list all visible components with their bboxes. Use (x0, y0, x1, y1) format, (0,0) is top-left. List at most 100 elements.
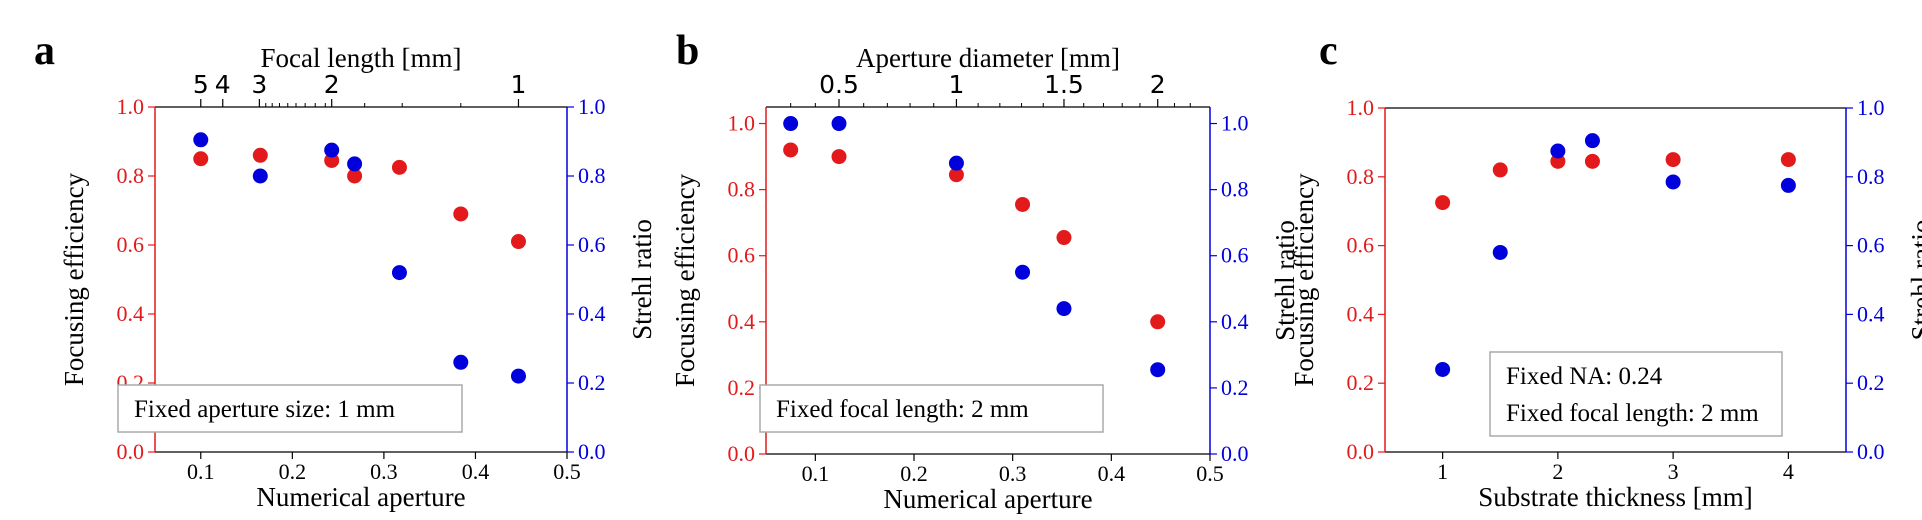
left-y-tick-label: 1.0 (117, 94, 145, 119)
right-y-tick-label: 0.0 (578, 439, 606, 464)
efficiency-point (1780, 152, 1796, 168)
annotation-text: Fixed focal length: 2 mm (1506, 400, 1759, 427)
x-tick-label: 0.2 (900, 461, 928, 486)
left-y-tick-label: 0.4 (117, 301, 145, 326)
x-tick-label: 0.5 (553, 459, 581, 484)
top-tick-label: 1 (511, 70, 527, 99)
strehl-point (252, 168, 268, 184)
strehl-point (453, 354, 469, 370)
top-tick-label: 1 (948, 70, 964, 99)
strehl-point (1665, 174, 1681, 190)
top-tick-label: 1.5 (1044, 70, 1084, 99)
right-y-tick-label: 1.0 (578, 94, 606, 119)
right-y-axis-title: Strehl ratio (1270, 220, 1300, 341)
left-y-tick-label: 0.6 (117, 232, 145, 257)
x-tick-label: 2 (1552, 459, 1563, 484)
strehl-point (193, 132, 209, 148)
left-y-tick-label: 1.0 (728, 111, 756, 136)
strehl-point (948, 155, 964, 171)
x-tick-label: 0.1 (802, 461, 830, 486)
panel-label: b (676, 28, 699, 74)
left-y-tick-label: 0.2 (1347, 370, 1375, 395)
x-tick-label: 4 (1783, 459, 1794, 484)
right-y-tick-label: 0.8 (1221, 177, 1249, 202)
top-axis-title: Aperture diameter [mm] (856, 43, 1120, 73)
strehl-point (1435, 361, 1451, 377)
strehl-point (831, 116, 847, 132)
right-y-tick-label: 0.4 (1857, 301, 1885, 326)
top-tick-label: 4 (215, 70, 231, 99)
left-y-axis-title: Focusing efficiency (1289, 173, 1319, 387)
annotation-box (117, 384, 463, 433)
top-tick-label: 2 (1150, 70, 1166, 99)
annotation-box (1489, 351, 1783, 437)
efficiency-point (1015, 196, 1031, 212)
strehl-point (324, 142, 340, 158)
panel-a: a0.1 0.2 0.3 0.4 0.50.0 0.00.2 0.20.4 0.40.6 0.6… (34, 28, 657, 512)
x-tick-label: 0.1 (187, 459, 215, 484)
efficiency-point (510, 234, 526, 250)
efficiency-point (1584, 153, 1600, 169)
right-y-tick-label: 0.6 (1221, 243, 1249, 268)
right-y-tick-label: 0.6 (1857, 233, 1885, 258)
efficiency-point (1492, 162, 1508, 178)
efficiency-point (324, 152, 340, 168)
top-tick-label: 3 (251, 70, 267, 99)
strehl-point (1056, 301, 1072, 317)
left-y-tick-label: 0.8 (117, 163, 145, 188)
right-y-tick-label: 1.0 (1221, 111, 1249, 136)
strehl-point (347, 156, 363, 172)
annotation-box (759, 384, 1104, 433)
x-tick-label: 0.5 (1196, 461, 1224, 486)
right-y-tick-label: 0.0 (1221, 441, 1249, 466)
right-y-tick-label: 0.8 (578, 163, 606, 188)
x-tick-label: 0.3 (999, 461, 1027, 486)
efficiency-point (391, 159, 407, 175)
left-y-tick-label: 0.4 (728, 309, 756, 334)
right-y-axis-title: Strehl ratio (1906, 220, 1922, 341)
left-y-tick-label: 0.0 (1347, 439, 1375, 464)
efficiency-point (783, 142, 799, 158)
efficiency-point (453, 206, 469, 222)
strehl-point (510, 368, 526, 384)
left-y-tick-label: 0.6 (1347, 233, 1375, 258)
panel-label: a (34, 28, 55, 74)
efficiency-point (1056, 230, 1072, 246)
top-tick-label: 0.5 (819, 70, 859, 99)
efficiency-point (1150, 314, 1166, 330)
right-y-tick-label: 1.0 (1857, 95, 1885, 120)
left-y-tick-label: 0.2 (728, 375, 756, 400)
x-tick-label: 0.2 (279, 459, 307, 484)
left-y-tick-label: 0.8 (1347, 164, 1375, 189)
strehl-point (1550, 143, 1566, 159)
strehl-point (783, 116, 799, 132)
top-tick-label: 2 (324, 70, 340, 99)
right-y-tick-label: 0.2 (578, 370, 606, 395)
efficiency-point (347, 168, 363, 184)
right-y-tick-label: 0.4 (578, 301, 606, 326)
top-tick-label: 5 (193, 70, 209, 99)
x-tick-label: 1 (1437, 459, 1448, 484)
efficiency-point (948, 167, 964, 183)
efficiency-point (193, 151, 209, 167)
right-y-tick-label: 0.0 (1857, 439, 1885, 464)
right-y-tick-label: 0.8 (1857, 164, 1885, 189)
left-y-tick-label: 0.6 (728, 243, 756, 268)
efficiency-point (1665, 152, 1681, 168)
x-tick-label: 3 (1668, 459, 1679, 484)
x-tick-label: 0.4 (1098, 461, 1126, 486)
x-axis-title: Numerical aperture (256, 482, 465, 512)
efficiency-point (831, 149, 847, 165)
x-axis-title: Numerical aperture (883, 484, 1092, 514)
left-y-tick-label: 0.4 (1347, 301, 1375, 326)
panel-b: b0.1 0.2 0.3 0.4 0.50.0 0.00.2 0.20.4 0.40.6 0.6… (670, 28, 1300, 514)
efficiency-point (1435, 195, 1451, 211)
right-y-tick-label: 0.4 (1221, 309, 1249, 334)
annotation-text: Fixed aperture size: 1 mm (134, 396, 396, 423)
annotation-text: Fixed NA: 0.24 (1506, 363, 1663, 390)
strehl-point (1584, 133, 1600, 149)
annotation-text: Fixed focal length: 2 mm (776, 396, 1029, 423)
x-tick-label: 0.3 (370, 459, 398, 484)
left-y-tick-label: 1.0 (1347, 95, 1375, 120)
top-axis-title: Focal length [mm] (261, 43, 462, 73)
